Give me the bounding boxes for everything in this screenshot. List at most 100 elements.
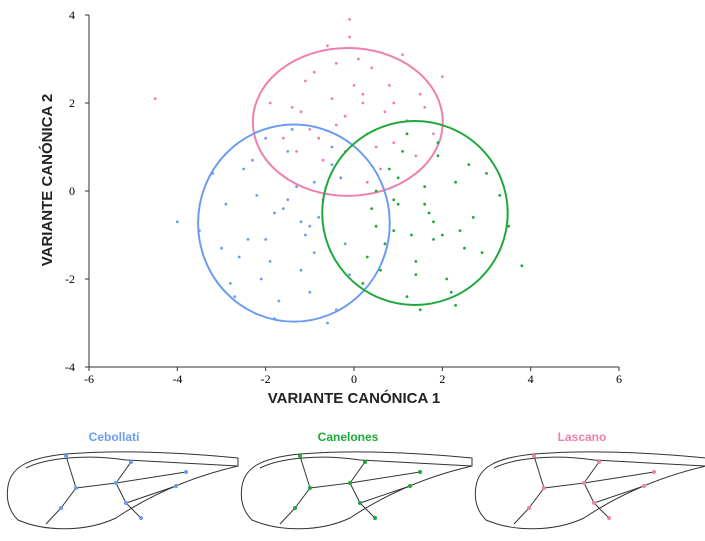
point xyxy=(229,282,232,285)
point xyxy=(348,36,351,39)
point xyxy=(286,150,289,153)
point xyxy=(300,110,303,113)
landmark xyxy=(114,481,118,485)
landmark xyxy=(74,486,78,490)
point xyxy=(308,128,311,131)
point xyxy=(472,216,475,219)
point xyxy=(225,203,228,206)
point xyxy=(335,124,338,127)
point xyxy=(295,150,298,153)
landmark xyxy=(642,484,646,488)
group-label: Cebollatí xyxy=(89,430,140,444)
point xyxy=(357,58,360,61)
point xyxy=(154,97,157,100)
point xyxy=(326,322,329,325)
point xyxy=(361,282,364,285)
point xyxy=(414,260,417,263)
point xyxy=(313,181,316,184)
x-axis-label: VARIANTE CANÓNICA 1 xyxy=(268,389,441,407)
point xyxy=(401,150,404,153)
point xyxy=(344,115,347,118)
point xyxy=(242,168,245,171)
point xyxy=(375,225,378,228)
point xyxy=(428,212,431,215)
point xyxy=(331,146,334,149)
point xyxy=(361,93,364,96)
point xyxy=(423,185,426,188)
point xyxy=(459,229,462,232)
point xyxy=(317,137,320,140)
chart: VARIANTE CANÓNICA 1 VARIANTE CANÓNICA 2 … xyxy=(0,0,705,536)
point xyxy=(463,247,466,250)
point xyxy=(392,198,395,201)
point xyxy=(264,238,267,241)
y-tick-label: -4 xyxy=(65,360,75,374)
point xyxy=(233,295,236,298)
wing xyxy=(475,452,705,529)
point xyxy=(467,163,470,166)
point xyxy=(300,269,303,272)
point xyxy=(291,106,294,109)
landmark xyxy=(373,516,377,520)
y-axis-label: VARIANTE CANÓNICA 2 xyxy=(38,94,56,267)
point xyxy=(370,207,373,210)
y-tick-label: 2 xyxy=(69,96,75,110)
point xyxy=(300,220,303,223)
x-tick-label: 2 xyxy=(439,372,445,386)
point xyxy=(406,295,409,298)
landmark xyxy=(597,460,601,464)
point xyxy=(441,75,444,78)
point xyxy=(339,176,342,179)
y-tick-label: -2 xyxy=(65,272,75,286)
x-tick-label: 4 xyxy=(528,372,534,386)
x-tick-label: -2 xyxy=(261,372,271,386)
point xyxy=(423,106,426,109)
point xyxy=(331,97,334,100)
point xyxy=(308,225,311,228)
point xyxy=(419,93,422,96)
point xyxy=(313,71,316,74)
group-label: Canelones xyxy=(318,430,379,444)
point xyxy=(384,242,387,245)
landmark xyxy=(652,470,656,474)
landmark xyxy=(59,506,63,510)
x-tick-label: -4 xyxy=(172,372,182,386)
point xyxy=(392,141,395,144)
point xyxy=(269,102,272,105)
point xyxy=(247,238,250,241)
landmark xyxy=(542,486,546,490)
point xyxy=(379,168,382,171)
point xyxy=(401,53,404,56)
point xyxy=(414,273,417,276)
point xyxy=(291,128,294,131)
wing-diagrams xyxy=(7,452,705,529)
landmark xyxy=(607,516,611,520)
landmark xyxy=(298,454,302,458)
point xyxy=(282,137,285,140)
point xyxy=(375,146,378,149)
point xyxy=(326,44,329,47)
point xyxy=(379,269,382,272)
landmark xyxy=(293,506,297,510)
point xyxy=(366,256,369,259)
point xyxy=(388,168,391,171)
point xyxy=(278,300,281,303)
point xyxy=(481,251,484,254)
landmark xyxy=(358,501,362,505)
point xyxy=(282,207,285,210)
wing xyxy=(7,452,238,529)
landmark xyxy=(527,506,531,510)
point xyxy=(273,212,276,215)
point xyxy=(454,304,457,307)
point xyxy=(361,102,364,105)
point xyxy=(454,181,457,184)
point xyxy=(295,185,298,188)
point xyxy=(432,132,435,135)
point xyxy=(437,154,440,157)
x-tick-label: -6 xyxy=(84,372,94,386)
landmark xyxy=(408,484,412,488)
point xyxy=(353,84,356,87)
point xyxy=(308,291,311,294)
landmark xyxy=(129,460,133,464)
point xyxy=(313,251,316,254)
